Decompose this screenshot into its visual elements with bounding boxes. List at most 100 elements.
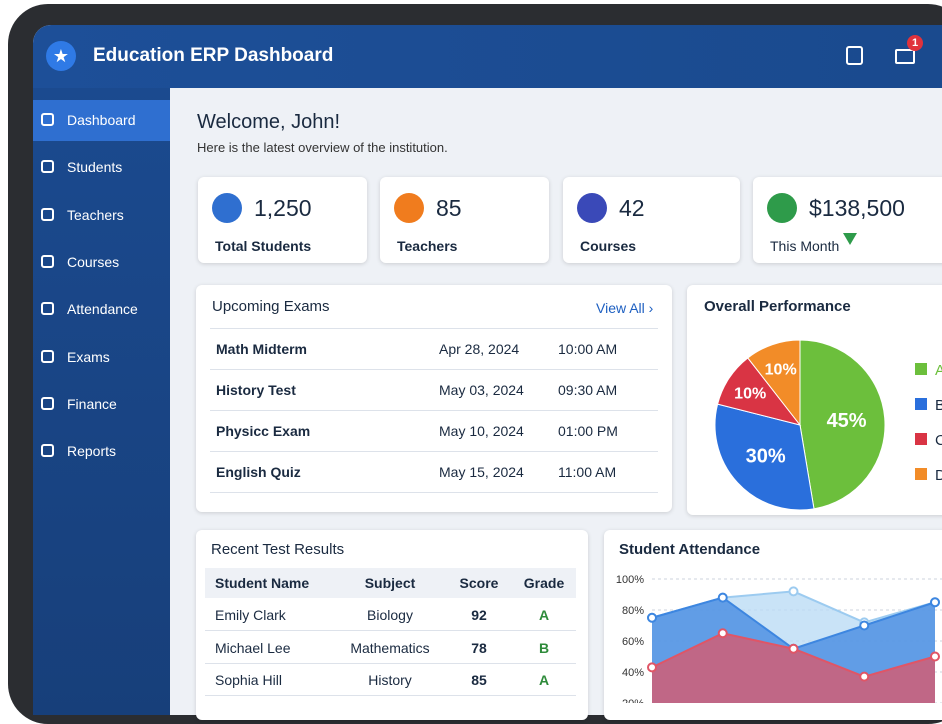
pie-chart: 45% A 30% B 10% C 10% D xyxy=(714,339,942,511)
table-header: Student Name xyxy=(215,575,310,591)
pie-slice xyxy=(714,403,815,511)
nav-icon xyxy=(41,396,54,410)
nav-icon xyxy=(41,160,54,174)
point xyxy=(859,671,870,682)
welcome-title: Welcome, John! xyxy=(197,111,341,133)
y-tick-label: 80% xyxy=(622,605,644,617)
nav-icon xyxy=(41,302,54,316)
point xyxy=(647,662,657,673)
stat-value: 1,250 xyxy=(254,195,312,221)
exam-cell: May 10, 2024 xyxy=(439,423,524,439)
stat-value: 42 xyxy=(619,195,645,221)
table-cell: Emily Clark xyxy=(215,607,286,623)
point xyxy=(930,651,940,662)
results-title: Recent Test Results xyxy=(211,541,345,558)
nav-item[interactable]: Teachers xyxy=(67,206,124,223)
stat-label: Teachers xyxy=(397,238,458,254)
table-cell: History xyxy=(368,672,412,688)
point xyxy=(930,597,940,608)
table-cell: 85 xyxy=(471,672,487,688)
mail-icon[interactable] xyxy=(895,49,915,64)
sidebar xyxy=(33,88,170,715)
nav-item[interactable]: Attendance xyxy=(67,301,138,318)
nav-icon xyxy=(41,207,54,221)
active-item xyxy=(33,100,170,141)
table-header: Subject xyxy=(364,575,416,591)
table-header: Grade xyxy=(523,575,565,591)
nav-item[interactable]: Finance xyxy=(67,395,117,412)
notes-icon[interactable] xyxy=(846,46,863,65)
app-title: Education ERP Dashboard xyxy=(93,45,334,66)
area-fill xyxy=(652,633,935,703)
row-divider xyxy=(210,328,658,329)
y-tick-label: 20% xyxy=(622,698,644,703)
table-cell: Michael Lee xyxy=(215,639,291,656)
exams-panel xyxy=(196,285,672,512)
point xyxy=(717,628,728,639)
y-tick-label: 60% xyxy=(622,636,644,648)
table-cell: 78 xyxy=(471,639,487,656)
legend-label: A xyxy=(935,362,942,379)
exam-cell: Math Midterm xyxy=(216,341,307,357)
nav-item[interactable]: Courses xyxy=(67,253,120,270)
slice-label: 10% xyxy=(765,362,797,379)
nav-item[interactable]: Reports xyxy=(67,443,117,460)
slice-label: 45% xyxy=(827,410,867,432)
slice-label: 30% xyxy=(746,446,786,468)
point xyxy=(788,586,799,597)
pie-slice xyxy=(747,339,801,427)
legend-label: B xyxy=(935,397,942,414)
table-header-bg xyxy=(205,568,576,598)
nav-icon xyxy=(41,444,54,458)
stat-icon xyxy=(577,193,607,223)
exam-cell: 10:00 AM xyxy=(558,341,618,357)
slice-label: 10% xyxy=(734,385,766,402)
pie-slice xyxy=(799,339,886,510)
y-tick-label: 40% xyxy=(622,667,644,679)
results-panel xyxy=(196,530,588,720)
performance-title: Overall Performance xyxy=(704,298,851,315)
page: ★ Education ERP Dashboard 1 Welcome, Joh… xyxy=(8,4,942,724)
stat-icon xyxy=(767,193,797,223)
badge: 1 xyxy=(907,35,923,51)
nav-item[interactable]: Exams xyxy=(67,348,110,365)
attendance-title: Student Attendance xyxy=(619,541,761,558)
exam-cell: 01:00 PM xyxy=(558,423,618,439)
legend-label: D xyxy=(935,467,942,484)
nav-icon xyxy=(41,349,54,363)
exam-cell: English Quiz xyxy=(216,464,301,480)
exam-cell: May 03, 2024 xyxy=(439,382,524,398)
area-chart: 20% 40% 60% 80% 100% xyxy=(616,574,942,703)
nav-icon xyxy=(41,254,54,268)
legend-swatch xyxy=(915,468,927,480)
point xyxy=(788,643,799,654)
exam-cell: 11:00 AM xyxy=(558,464,617,480)
welcome-subtitle: Here is the latest overview of the insti… xyxy=(197,140,448,155)
nav-item[interactable]: Students xyxy=(67,159,123,176)
header-bar xyxy=(33,25,942,88)
table-header: Score xyxy=(459,575,499,591)
row-divider xyxy=(210,410,658,411)
exam-cell: Apr 28, 2024 xyxy=(439,341,520,357)
row-divider xyxy=(210,492,658,493)
stat-icon xyxy=(212,193,242,223)
nav-item[interactable]: Dashboard xyxy=(67,112,136,128)
row-divider xyxy=(205,662,576,664)
legend-swatch xyxy=(915,398,927,410)
row-divider xyxy=(205,630,576,631)
point xyxy=(859,620,870,631)
exam-cell: May 15, 2024 xyxy=(439,464,524,480)
stat-label: Courses xyxy=(580,238,637,254)
exams-title: Upcoming Exams xyxy=(212,298,330,315)
row-divider xyxy=(210,451,658,452)
row-divider xyxy=(210,369,658,370)
table-cell: A xyxy=(538,672,550,688)
exam-cell: History Test xyxy=(216,382,296,398)
table-cell: A xyxy=(538,607,550,623)
nav-icon xyxy=(41,113,54,126)
point xyxy=(717,592,728,603)
stat-value: 85 xyxy=(436,195,462,221)
exam-cell: 09:30 AM xyxy=(558,382,618,398)
view-all-link[interactable]: View All › xyxy=(596,300,654,316)
logo: ★ xyxy=(46,41,76,71)
